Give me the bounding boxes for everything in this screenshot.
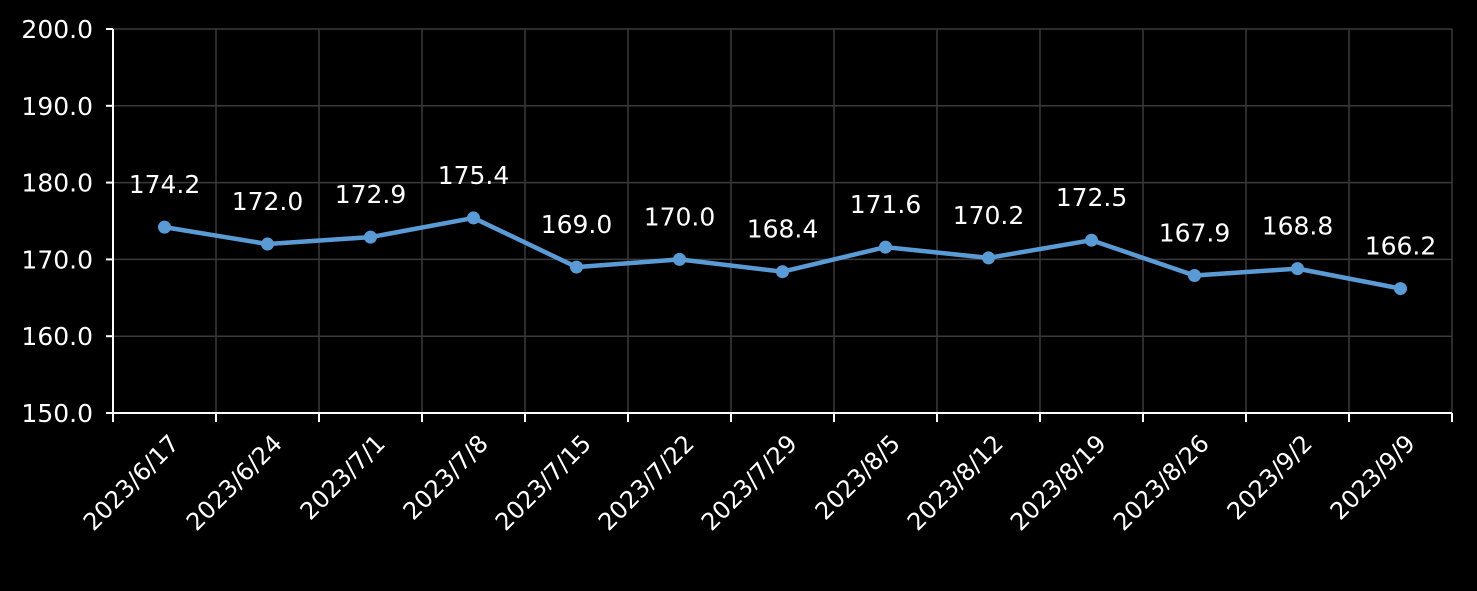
y-tick-label: 170.0 [21, 245, 93, 274]
data-label: 168.4 [747, 215, 819, 244]
y-tick-label: 160.0 [21, 322, 93, 351]
data-point [879, 240, 892, 254]
y-axis-tick-labels: 150.0 160.0 170.0 180.0 190.0 200.0 [21, 15, 93, 428]
data-label: 172.9 [335, 180, 407, 209]
axes [106, 28, 1453, 422]
y-tick-label: 200.0 [21, 15, 93, 44]
data-point [261, 237, 274, 251]
data-point [570, 260, 583, 274]
data-point [1394, 282, 1407, 296]
data-point [1291, 262, 1304, 276]
data-point [364, 230, 377, 244]
data-point [1085, 233, 1098, 247]
data-labels: 174.2 172.0 172.9 175.4 169.0 170.0 168.4 171.6… [129, 161, 1437, 261]
data-series [158, 211, 1407, 296]
data-point [158, 220, 171, 234]
y-tick-label: 150.0 [21, 399, 93, 428]
data-point [982, 251, 995, 265]
y-tick-label: 190.0 [21, 92, 93, 121]
data-label: 172.5 [1056, 183, 1128, 212]
data-label: 167.9 [1159, 219, 1231, 248]
data-label: 175.4 [438, 161, 510, 190]
data-label: 168.8 [1262, 212, 1334, 241]
data-label: 170.0 [644, 202, 716, 231]
data-point [467, 211, 480, 225]
data-label: 172.0 [232, 187, 304, 216]
data-label: 171.6 [850, 190, 922, 219]
data-label: 174.2 [129, 170, 201, 199]
data-point [1188, 269, 1201, 283]
data-label: 166.2 [1365, 232, 1437, 261]
data-label: 170.2 [953, 201, 1025, 230]
data-point [776, 265, 789, 279]
data-point [673, 252, 686, 266]
y-tick-label: 180.0 [21, 169, 93, 198]
gridlines [113, 28, 1453, 413]
data-label: 169.0 [541, 210, 613, 239]
